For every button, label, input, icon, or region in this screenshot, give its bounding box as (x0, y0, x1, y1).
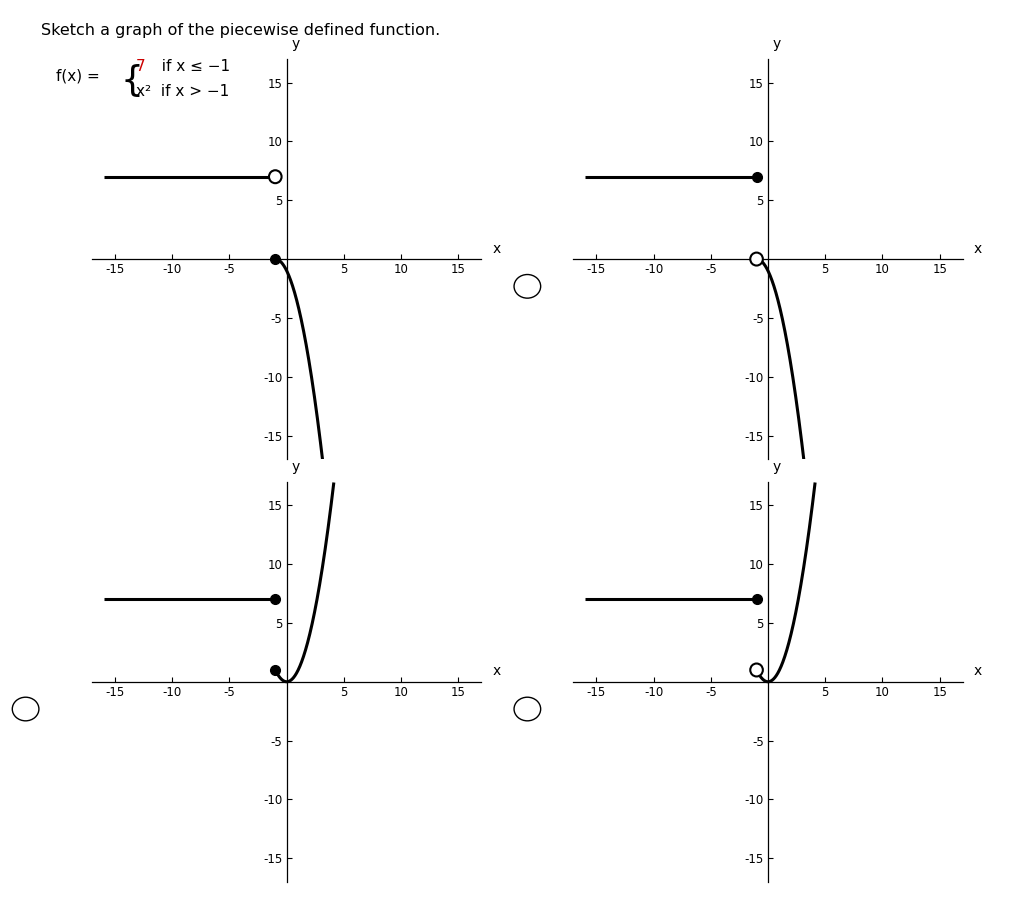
Text: x: x (493, 664, 501, 678)
Text: {: { (121, 64, 143, 97)
Text: Sketch a graph of the piecewise defined function.: Sketch a graph of the piecewise defined … (41, 23, 440, 38)
Text: if x ≤ −1: if x ≤ −1 (152, 59, 229, 75)
Text: x: x (974, 664, 982, 678)
Text: y: y (772, 460, 781, 474)
Text: x: x (974, 242, 982, 255)
Text: y: y (291, 37, 300, 51)
Text: y: y (291, 460, 300, 474)
Circle shape (751, 664, 763, 676)
Circle shape (751, 253, 763, 265)
Text: x²  if x > −1: x² if x > −1 (136, 84, 229, 99)
Text: x: x (493, 242, 501, 255)
Circle shape (269, 170, 282, 184)
Text: 7: 7 (136, 59, 145, 75)
Text: y: y (772, 37, 781, 51)
Text: f(x) =: f(x) = (56, 68, 104, 84)
